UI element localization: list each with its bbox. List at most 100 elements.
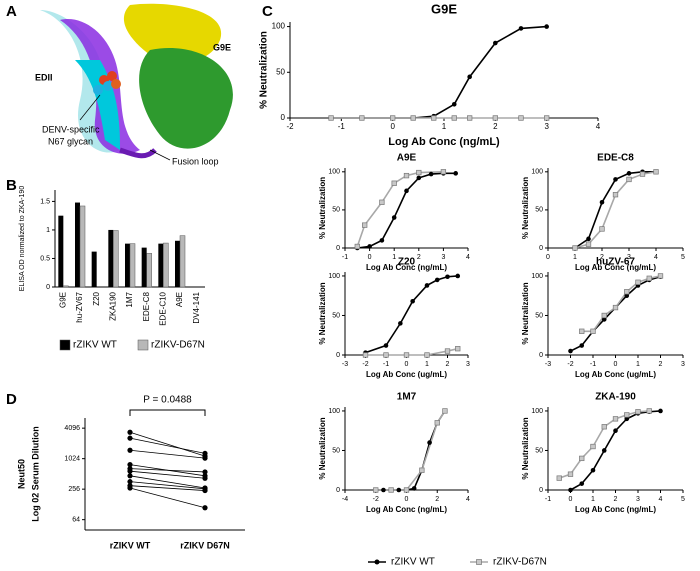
curve — [375, 410, 446, 491]
chart-title: ZKA-190 — [595, 392, 636, 403]
y-tick-label: 50 — [535, 312, 543, 319]
y-tick-label: 0 — [281, 113, 286, 122]
point — [601, 448, 607, 453]
point — [381, 487, 386, 493]
pair-line — [129, 475, 206, 489]
x-tick-label: 0 — [546, 254, 550, 261]
point — [127, 479, 133, 485]
point — [328, 115, 334, 121]
point — [403, 352, 410, 358]
point — [127, 473, 133, 479]
curve — [365, 347, 458, 356]
x-tick-label: 3 — [636, 496, 640, 503]
point — [427, 440, 432, 445]
y-tick-label: 1 — [46, 227, 50, 234]
x-tick-label: -1 — [383, 361, 389, 368]
point — [359, 115, 365, 121]
y-axis-label: % Neutralization — [318, 177, 327, 239]
legend-label: rZIKV WT — [73, 340, 117, 351]
x-tick-label: -1 — [590, 361, 596, 368]
panel-letter: C — [262, 3, 273, 20]
point — [467, 115, 473, 121]
x-tick-label: 0 — [368, 254, 372, 261]
y-tick-label: 100 — [328, 273, 340, 280]
point — [568, 348, 573, 354]
point — [383, 352, 389, 358]
x-tick-label: 1 — [573, 254, 577, 261]
point — [419, 467, 425, 473]
point — [428, 171, 434, 177]
x-tick-label: -2 — [286, 122, 294, 131]
point — [579, 343, 585, 348]
y-tick-label: 50 — [332, 312, 340, 319]
significance-bracket — [129, 409, 206, 416]
point — [639, 171, 646, 177]
point — [653, 169, 659, 175]
legend-swatch — [59, 339, 71, 351]
panel-letter: A — [6, 3, 17, 20]
y-axis-label: % Neutralization — [521, 282, 530, 344]
legend-swatch — [137, 339, 149, 351]
point — [451, 115, 457, 121]
bar — [108, 229, 114, 287]
x-tick-label: 4 — [466, 496, 470, 503]
bar — [129, 243, 136, 288]
x-tick-label: 3 — [544, 122, 549, 131]
y-axis-label: Neut50 — [16, 459, 26, 489]
point — [518, 115, 524, 121]
x-tick-label: 4 — [596, 122, 601, 131]
point — [416, 169, 422, 176]
y-tick-label: 0 — [336, 487, 340, 494]
point — [544, 24, 549, 29]
chart-title: G9E — [431, 1, 457, 16]
point — [202, 487, 208, 494]
x-tick-label: ZKA190 — [108, 291, 117, 320]
panel-letter: B — [6, 177, 17, 194]
point — [572, 245, 578, 251]
y-tick-label: 1024 — [64, 456, 80, 463]
ribbon-yellow — [123, 3, 222, 64]
point — [635, 279, 641, 285]
point — [202, 455, 208, 461]
x-tick-label: 1 — [591, 496, 595, 503]
point — [434, 420, 440, 426]
y-tick-label: 100 — [328, 169, 340, 176]
x-tick-label: -2 — [373, 496, 379, 503]
y-tick-label: 4096 — [64, 425, 80, 432]
fusion-loop — [119, 147, 157, 159]
point — [658, 408, 663, 414]
legend-label: rZIKV WT — [391, 557, 435, 568]
x-tick-label: rZIKV D67N — [180, 540, 230, 550]
point — [590, 467, 596, 473]
bar — [63, 285, 69, 288]
x-axis-label: Log Ab Conc (ng/mL) — [575, 505, 656, 514]
glycan-atom — [107, 71, 117, 81]
point — [624, 416, 630, 422]
y-tick-label: 256 — [68, 486, 80, 493]
x-tick-label: -1 — [342, 254, 348, 261]
y-axis-label: % Neutralization — [318, 282, 327, 344]
bar — [179, 235, 186, 288]
curve — [357, 172, 456, 249]
point — [390, 115, 396, 121]
point — [424, 283, 430, 288]
x-tick-label: 2 — [614, 496, 618, 503]
point — [127, 485, 133, 491]
point — [127, 429, 133, 435]
y-tick-label: 100 — [272, 22, 286, 31]
glycan-label: DENV-specific — [42, 124, 100, 134]
point — [626, 176, 632, 183]
p-value: P = 0.0488 — [143, 395, 192, 406]
point — [410, 115, 416, 121]
point — [599, 199, 605, 205]
x-tick-label: 1 — [425, 361, 429, 368]
x-tick-label: Z20 — [92, 291, 101, 305]
curve — [570, 410, 661, 491]
x-tick-label: -4 — [342, 496, 348, 503]
x-tick-label: 0 — [390, 122, 395, 131]
y-tick-label: 50 — [276, 67, 285, 76]
point — [362, 222, 368, 228]
point — [518, 26, 524, 31]
x-tick-label: 3 — [466, 361, 470, 368]
